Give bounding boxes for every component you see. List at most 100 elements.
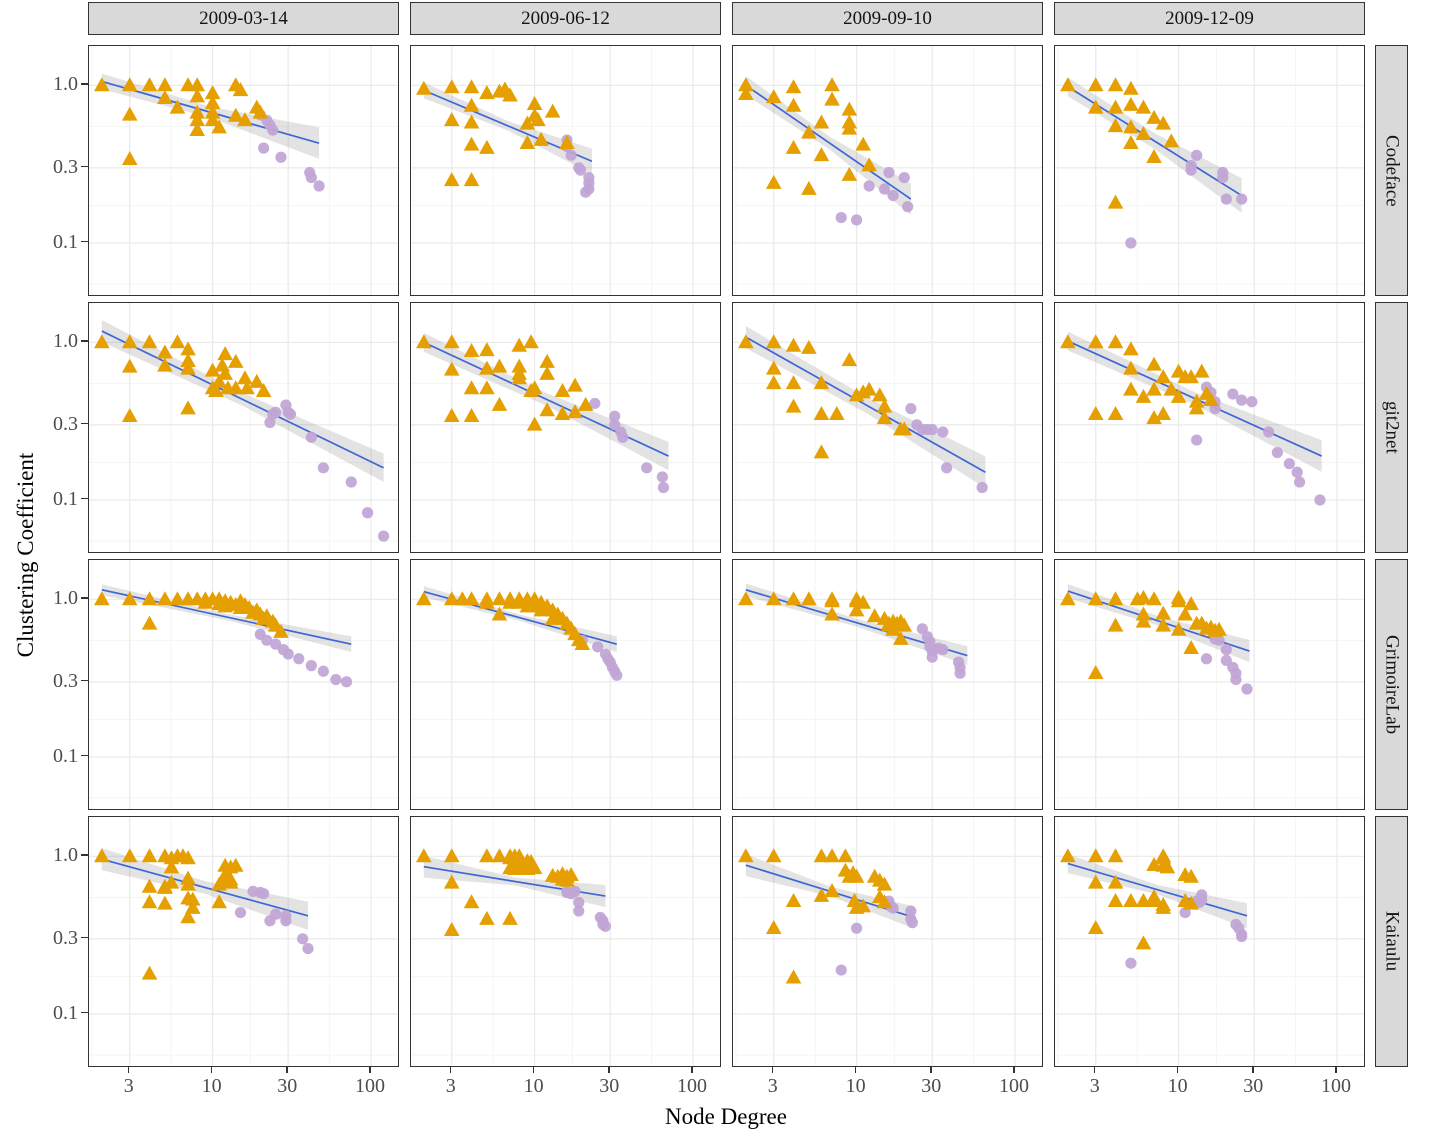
facet-panel-Kaiaulu-2009-06-12 <box>411 817 720 1066</box>
x-tick-label: 30 <box>599 1075 620 1097</box>
y-tick-label: 0.1 <box>53 487 78 510</box>
circle-series <box>916 623 966 679</box>
circle-series <box>234 885 314 955</box>
y-tick-label: 1.0 <box>53 73 78 96</box>
confidence-band <box>101 584 352 653</box>
x-axis-title: Node Degree <box>665 1104 787 1129</box>
facet-panel-git2net-2009-09-10 <box>733 303 1042 552</box>
panel-git2net-2009-12-09 <box>1054 302 1365 553</box>
grid-major <box>733 560 1042 809</box>
y-tick-label: 0.3 <box>53 412 78 435</box>
x-tick-mark <box>1176 1066 1179 1073</box>
facet-panel-GrimoireLab-2009-03-14 <box>89 560 398 809</box>
grid-minor <box>733 560 1042 809</box>
confidence-band <box>1067 854 1247 929</box>
panel-git2net-2009-06-12 <box>410 302 721 553</box>
triangle-series <box>94 848 244 980</box>
facet-row-strip-Kaiaulu: Kaiaulu <box>1375 816 1408 1067</box>
panel-Codeface-2009-06-12 <box>410 45 721 296</box>
facet-column-strip-2009-03-14: 2009-03-14 <box>88 2 399 35</box>
facet-panel-GrimoireLab-2009-09-10 <box>733 560 1042 809</box>
x-tick-label: 3 <box>1089 1075 1100 1097</box>
y-tick-label: 0.1 <box>53 744 78 767</box>
triangle-series <box>738 591 913 645</box>
facet-panel-Kaiaulu-2009-12-09 <box>1055 817 1364 1066</box>
confidence-band <box>745 583 968 666</box>
facet-panel-Codeface-2009-09-10 <box>733 46 1042 295</box>
trend-line <box>1067 862 1248 917</box>
x-tick-label: 3 <box>445 1075 456 1097</box>
x-tick-label: 3 <box>123 1075 134 1097</box>
circle-series <box>254 628 353 688</box>
trend-line <box>745 336 986 473</box>
triangle-series <box>1060 589 1227 680</box>
grid-major <box>1055 817 1364 1066</box>
facet-panel-Kaiaulu-2009-03-14 <box>89 817 398 1066</box>
facet-panel-git2net-2009-12-09 <box>1055 303 1364 552</box>
y-tick-mark <box>81 340 88 342</box>
facet-panel-Codeface-2009-12-09 <box>1055 46 1364 295</box>
trend-line <box>101 858 309 917</box>
circle-series <box>1125 149 1248 249</box>
facet-panel-git2net-2009-06-12 <box>411 303 720 552</box>
grid-minor <box>1055 817 1364 1066</box>
facet-panel-Codeface-2009-06-12 <box>411 46 720 295</box>
y-tick-label: 1.0 <box>53 587 78 610</box>
x-tick-label: 100 <box>677 1075 708 1097</box>
grid-major <box>411 817 720 1066</box>
y-tick-label: 0.3 <box>53 926 78 949</box>
panel-GrimoireLab-2009-03-14 <box>88 559 399 810</box>
confidence-band <box>423 332 669 471</box>
x-tick-label: 10 <box>523 1075 544 1097</box>
grid-major <box>1055 46 1364 295</box>
facet-row-strip-GrimoireLab: GrimoireLab <box>1375 559 1408 810</box>
triangle-series <box>94 77 269 166</box>
grid-minor <box>411 560 720 809</box>
y-tick-mark <box>81 240 88 243</box>
grid-minor <box>89 560 398 809</box>
grid-minor <box>89 46 398 295</box>
y-tick-mark <box>81 165 88 168</box>
circle-series <box>589 397 670 494</box>
facet-panel-GrimoireLab-2009-12-09 <box>1055 560 1364 809</box>
circle-series <box>561 885 612 932</box>
y-tick-mark <box>81 754 88 757</box>
y-tick-mark <box>81 83 88 85</box>
x-tick-label: 100 <box>1321 1075 1352 1097</box>
panel-git2net-2009-03-14 <box>88 302 399 553</box>
circle-series <box>905 403 988 494</box>
triangle-series <box>738 334 913 459</box>
facet-panel-GrimoireLab-2009-06-12 <box>411 560 720 809</box>
x-tick-mark <box>1252 1066 1254 1073</box>
grid-minor <box>1055 303 1364 552</box>
grid-major <box>733 303 1042 552</box>
confidence-band <box>101 848 309 930</box>
triangle-series <box>1060 848 1199 950</box>
grid-minor <box>89 817 398 1066</box>
y-tick-label: 0.1 <box>53 230 78 253</box>
x-tick-mark <box>854 1066 857 1073</box>
panel-GrimoireLab-2009-06-12 <box>410 559 721 810</box>
circle-series <box>835 166 914 226</box>
grid-major <box>89 817 398 1066</box>
grid-minor <box>411 817 720 1066</box>
x-tick-mark <box>449 1066 452 1073</box>
trend-line <box>101 589 352 645</box>
y-axis-title: Clustering Coefficient <box>13 452 38 658</box>
confidence-band <box>1067 77 1242 213</box>
y-tick-mark <box>81 1011 88 1014</box>
panel-Codeface-2009-12-09 <box>1054 45 1365 296</box>
grid-minor <box>733 46 1042 295</box>
y-tick-mark <box>81 597 88 599</box>
triangle-series <box>94 591 289 638</box>
x-tick-label: 30 <box>921 1075 942 1097</box>
circle-series <box>1200 633 1253 695</box>
y-tick-label: 1.0 <box>53 844 78 867</box>
x-tick-label: 10 <box>845 1075 866 1097</box>
triangle-series <box>94 334 272 423</box>
panel-Codeface-2009-09-10 <box>732 45 1043 296</box>
panel-Kaiaulu-2009-03-14 <box>88 816 399 1067</box>
facet-panel-Kaiaulu-2009-09-10 <box>733 817 1042 1066</box>
x-tick-label: 30 <box>1243 1075 1264 1097</box>
